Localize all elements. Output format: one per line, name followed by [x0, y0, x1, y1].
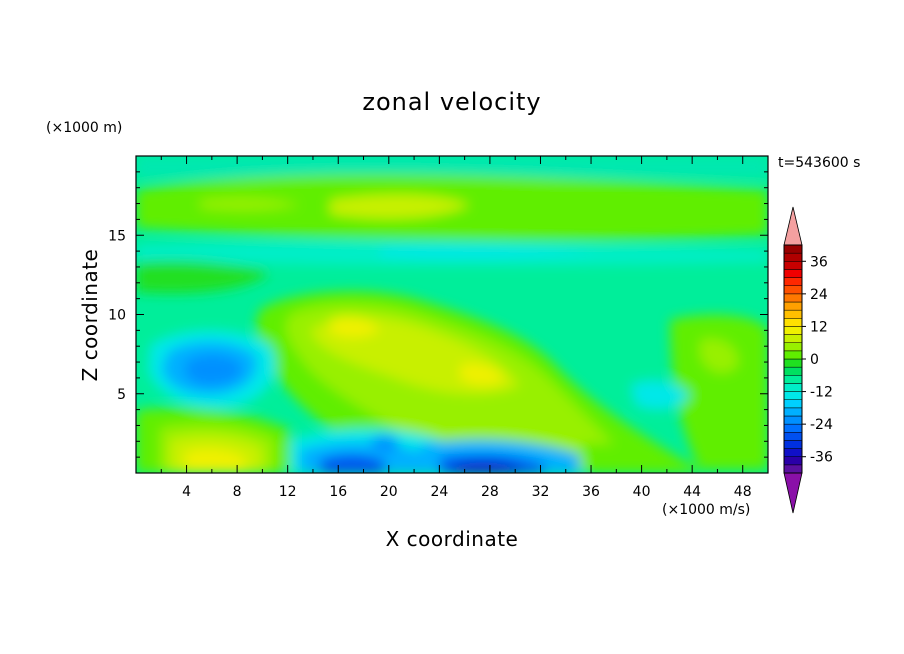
- colorbar-segment: [783, 277, 803, 286]
- colorbar-segment: [783, 391, 803, 400]
- y-tick-label: 15: [108, 228, 126, 244]
- colorbar-segment: [783, 309, 803, 319]
- colorbar-segment: [783, 464, 803, 474]
- colorbar-segment: [783, 269, 803, 278]
- colorbar-tick-label: -12: [810, 385, 833, 401]
- y-axis-ticks: 5 10 15: [108, 171, 768, 458]
- x-tick-label: 40: [633, 484, 651, 500]
- colorbar-segment: [783, 342, 803, 352]
- colorbar-tick-label: 12: [810, 319, 828, 335]
- y-axis-unit: (×1000 m): [46, 120, 123, 136]
- colorbar-segment: [783, 375, 803, 384]
- colorbar-segment: [783, 456, 803, 466]
- time-label: t=543600 s: [778, 155, 861, 171]
- colorbar-segment: [783, 244, 803, 254]
- x-tick-label: 44: [683, 484, 701, 500]
- colorbar: 36 24 12 0 -12 -24 -36: [783, 206, 833, 514]
- colorbar-segment: [783, 293, 803, 303]
- colorbar-tick-label: 24: [810, 287, 828, 303]
- colorbar-segment: [783, 448, 803, 457]
- colorbar-under-arrow: [783, 472, 803, 514]
- colorbar-segment: [783, 383, 803, 392]
- colorbar-segment: [783, 399, 803, 409]
- colorbar-segment: [783, 301, 803, 311]
- x-tick-label: 12: [279, 484, 297, 500]
- colorbar-segment: [783, 326, 803, 335]
- colorbar-segment: [783, 366, 803, 376]
- contour-field: [136, 156, 768, 473]
- colorbar-segment: [783, 440, 803, 449]
- x-axis-label: X coordinate: [385, 527, 519, 551]
- x-tick-label: 24: [430, 484, 448, 500]
- chart-title: zonal velocity: [362, 88, 542, 116]
- x-tick-label: 36: [582, 484, 600, 500]
- colorbar-over-arrow: [783, 206, 803, 246]
- x-tick-label: 20: [380, 484, 398, 500]
- colorbar-segment: [783, 415, 803, 425]
- colorbar-segment: [783, 318, 803, 327]
- colorbar-segment: [783, 407, 803, 417]
- colorbar-segment: [783, 423, 803, 433]
- y-tick-label: 5: [117, 387, 126, 403]
- y-tick-label: 10: [108, 308, 126, 324]
- x-tick-label: 4: [182, 484, 191, 500]
- colorbar-segment: [783, 261, 803, 270]
- x-tick-label: 48: [734, 484, 752, 500]
- colorbar-segment: [783, 432, 803, 441]
- colorbar-segment: [783, 350, 803, 360]
- colorbar-segment: [783, 252, 803, 262]
- x-tick-label: 16: [329, 484, 347, 500]
- colorbar-tick-label: 36: [810, 254, 828, 270]
- x-axis-ticks: 4 8 12 16 20 24 28 32 36 40 44 48: [160, 156, 752, 500]
- x-axis-unit: (×1000 m/s): [662, 502, 751, 518]
- x-tick-label: 8: [233, 484, 242, 500]
- colorbar-tick-label: 0: [810, 352, 819, 368]
- colorbar-tick-label: -24: [810, 417, 833, 433]
- colorbar-segment: [783, 334, 803, 343]
- x-tick-label: 28: [481, 484, 499, 500]
- colorbar-segment: [783, 358, 803, 368]
- colorbar-segment: [783, 285, 803, 295]
- colorbar-tick-label: -36: [810, 450, 833, 466]
- x-tick-label: 32: [532, 484, 550, 500]
